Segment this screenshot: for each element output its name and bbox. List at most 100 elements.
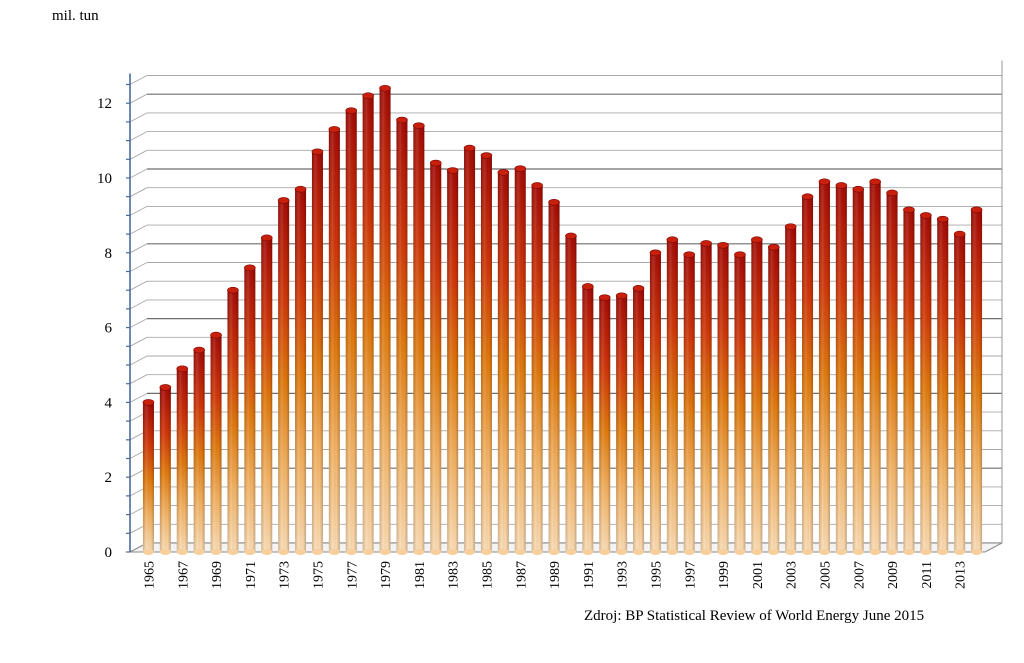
- bar: [548, 199, 560, 555]
- x-tick-label: 2001: [751, 561, 766, 589]
- x-tick-label: 1985: [480, 561, 495, 589]
- bar: [159, 384, 172, 555]
- grid-depth-line: [129, 374, 148, 385]
- grid-depth-line: [129, 206, 148, 216]
- bar: [700, 240, 712, 555]
- bar: [362, 92, 374, 555]
- bar: [277, 197, 290, 555]
- bar: [598, 294, 611, 555]
- x-axis-labels: 1965 1967 1969 1971 1973 1975 1977 1979 1981 1983…: [142, 561, 968, 589]
- y-tick-label: 8: [105, 246, 113, 262]
- bar: [480, 152, 493, 555]
- bar: [582, 283, 594, 555]
- y-tick-label: 4: [105, 395, 113, 411]
- bar: [818, 178, 831, 555]
- x-tick-label: 1991: [582, 561, 597, 589]
- x-tick-label: 1969: [210, 561, 225, 589]
- grid-depth-line: [129, 318, 148, 328]
- grid-depth-line: [129, 131, 148, 141]
- grid-depth-line: [129, 187, 148, 198]
- bar: [294, 185, 307, 555]
- bar: [903, 206, 915, 555]
- x-tick-label: 1977: [345, 561, 360, 589]
- y-tick-label: 0: [105, 545, 113, 561]
- grid-depth-line: [129, 75, 148, 85]
- bar: [176, 365, 189, 555]
- bar: [886, 189, 898, 555]
- grid-depth-line: [129, 112, 148, 123]
- bar: [565, 232, 577, 555]
- bar: [514, 165, 527, 555]
- bar: [936, 215, 949, 555]
- bar: [142, 399, 155, 555]
- x-tick-label: 1983: [447, 561, 462, 589]
- bar: [531, 182, 543, 555]
- x-tick-label: 2013: [954, 561, 969, 589]
- x-tick-label: 2011: [920, 561, 935, 588]
- x-tick-label: 2005: [818, 561, 833, 589]
- x-tick-label: 1975: [311, 561, 326, 589]
- bar: [615, 292, 628, 555]
- grid-depth-line: [129, 280, 148, 291]
- x-tick-label: 1979: [379, 561, 394, 589]
- grid-depth-line: [129, 355, 148, 366]
- x-tick-label: 1987: [514, 561, 529, 589]
- grid-depth-line: [129, 149, 148, 160]
- bar: [852, 185, 865, 555]
- bar: [632, 285, 645, 555]
- bar: [446, 167, 459, 555]
- bar: [244, 264, 256, 555]
- x-tick-label: 2009: [886, 561, 901, 589]
- y-axis: 0 2 4 6 8 10 12: [97, 73, 131, 561]
- bar: [328, 126, 341, 555]
- x-tick-label: 1989: [548, 561, 563, 589]
- bar: [396, 116, 408, 555]
- bar: [463, 144, 476, 555]
- x-tick-label: 1973: [278, 561, 293, 589]
- x-tick-label: 1981: [413, 561, 428, 589]
- y-tick-label: 10: [97, 171, 112, 187]
- grid-depth-line: [129, 393, 148, 403]
- bar: [413, 122, 425, 555]
- bar: [210, 331, 222, 555]
- x-tick-label: 2003: [785, 561, 800, 589]
- bar: [734, 251, 746, 555]
- bar: [751, 236, 763, 555]
- bar: [784, 223, 797, 555]
- grid-depth-line: [129, 262, 148, 272]
- bar: [683, 251, 696, 555]
- x-tick-label: 1993: [616, 561, 631, 589]
- bar: [649, 249, 662, 555]
- grid-depth-line: [129, 93, 148, 104]
- bar: [260, 234, 273, 555]
- x-tick-label: 1997: [683, 561, 698, 589]
- x-tick-label: 1965: [142, 561, 157, 589]
- bar: [429, 159, 442, 555]
- bar: [379, 84, 391, 555]
- bars: [142, 84, 983, 555]
- bar: [869, 178, 881, 555]
- x-tick-label: 1971: [244, 561, 259, 589]
- bar: [801, 193, 814, 555]
- bar: [920, 212, 932, 555]
- y-tick-label: 12: [97, 96, 112, 112]
- bar: [953, 230, 966, 555]
- grid-depth-line: [129, 224, 148, 235]
- x-tick-label: 1967: [176, 561, 191, 589]
- bar: [193, 346, 205, 555]
- bar: [835, 182, 848, 555]
- grid-depth-line: [129, 168, 148, 179]
- x-tick-label: 1999: [717, 561, 732, 589]
- x-tick-label: 2007: [852, 561, 867, 589]
- bar: [311, 148, 324, 555]
- x-tick-label: 1995: [649, 561, 664, 589]
- y-axis-unit-label: mil. tun: [52, 8, 99, 24]
- bar: [767, 243, 780, 555]
- y-tick-label: 6: [105, 321, 113, 337]
- grid-depth-line: [129, 336, 148, 347]
- bar: [666, 236, 679, 555]
- bar: [970, 206, 983, 555]
- source-note: Zdroj: BP Statistical Review of World En…: [584, 608, 925, 624]
- bar: [717, 242, 729, 555]
